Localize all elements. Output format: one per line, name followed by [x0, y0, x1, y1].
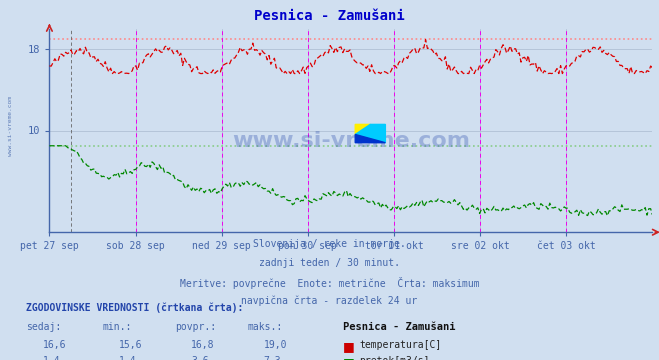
Text: 15,6: 15,6 — [119, 340, 142, 350]
Text: ZGODOVINSKE VREDNOSTI (črtkana črta):: ZGODOVINSKE VREDNOSTI (črtkana črta): — [26, 302, 244, 313]
Text: ■: ■ — [343, 340, 355, 353]
Text: maks.:: maks.: — [247, 322, 282, 332]
Polygon shape — [355, 135, 386, 143]
Text: Slovenija / reke in morje.: Slovenija / reke in morje. — [253, 239, 406, 249]
Text: 16,6: 16,6 — [43, 340, 67, 350]
Text: zadnji teden / 30 minut.: zadnji teden / 30 minut. — [259, 258, 400, 268]
Text: www.si-vreme.com: www.si-vreme.com — [8, 96, 13, 156]
Text: 16,8: 16,8 — [191, 340, 215, 350]
Text: ■: ■ — [343, 356, 355, 360]
Text: Pesnica - Zamušani: Pesnica - Zamušani — [343, 322, 455, 332]
Text: www.si-vreme.com: www.si-vreme.com — [232, 131, 470, 151]
Text: 19,0: 19,0 — [264, 340, 287, 350]
Text: 7,3: 7,3 — [264, 356, 281, 360]
Text: pretok[m3/s]: pretok[m3/s] — [359, 356, 430, 360]
Polygon shape — [355, 125, 370, 135]
Text: Pesnica - Zamušani: Pesnica - Zamušani — [254, 9, 405, 23]
Text: sedaj:: sedaj: — [26, 322, 61, 332]
Text: 1,4: 1,4 — [119, 356, 136, 360]
Text: Meritve: povprečne  Enote: metrične  Črta: maksimum: Meritve: povprečne Enote: metrične Črta:… — [180, 277, 479, 289]
Polygon shape — [355, 125, 386, 143]
Text: navpična črta - razdelek 24 ur: navpična črta - razdelek 24 ur — [241, 296, 418, 306]
Text: 1,4: 1,4 — [43, 356, 61, 360]
Text: 3,6: 3,6 — [191, 356, 209, 360]
Text: temperatura[C]: temperatura[C] — [359, 340, 442, 350]
Text: min.:: min.: — [102, 322, 132, 332]
Text: povpr.:: povpr.: — [175, 322, 215, 332]
